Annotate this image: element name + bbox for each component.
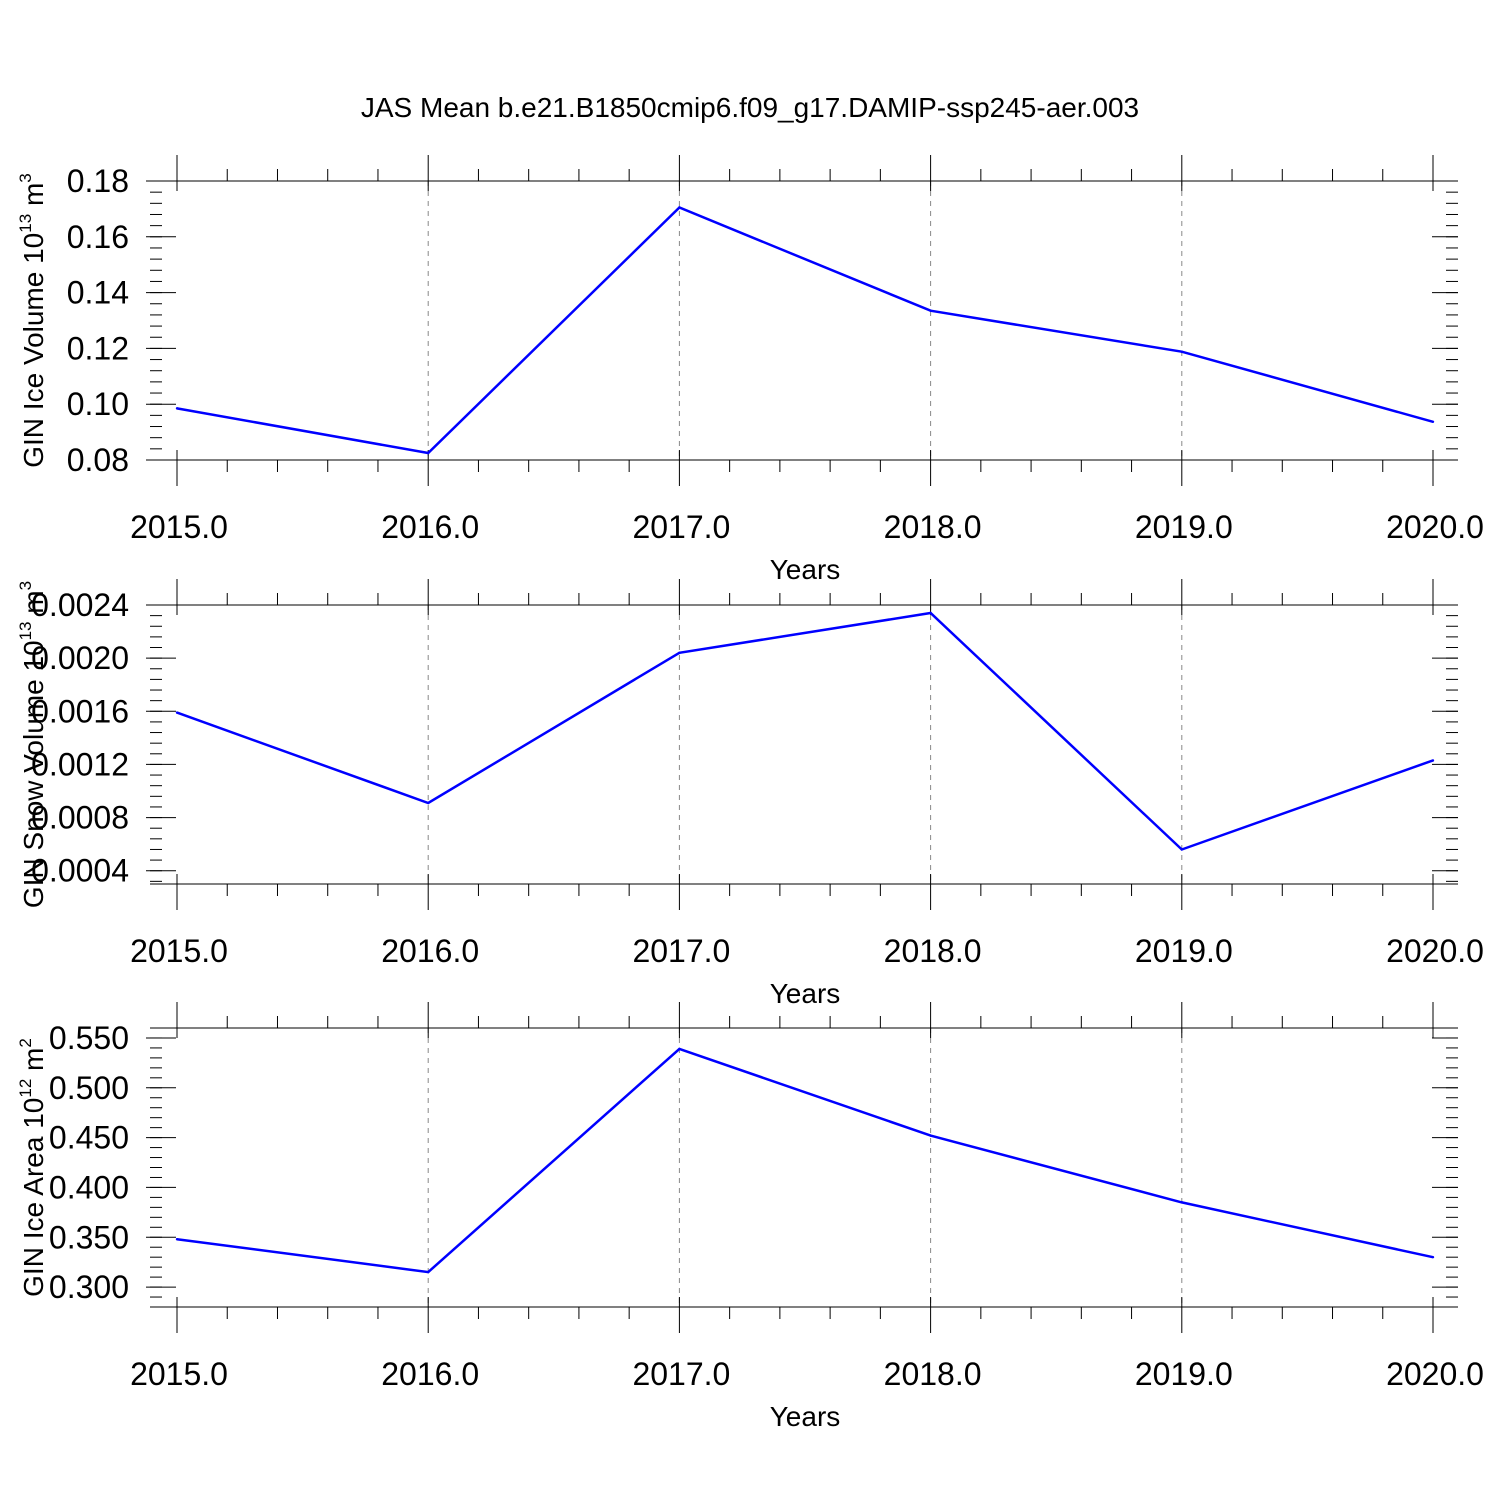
data-point (678, 651, 681, 655)
x-tick-label: 2015.0 (130, 1356, 228, 1392)
data-point (678, 1047, 681, 1051)
y-tick-label: 0.08 (67, 442, 129, 478)
y-tick-label: 0.350 (49, 1219, 129, 1255)
data-point (1431, 420, 1435, 423)
x-axis-label: Years (770, 978, 841, 1009)
data-point (427, 451, 430, 455)
chart-panel-3: 2015.0 2016.0 2017.0 2018.0 2019.0 2020.0 0.30… (16, 1002, 1484, 1432)
x-tick-label: 2016.0 (381, 1356, 479, 1392)
y-tick-label: 0.12 (67, 330, 129, 366)
data-point (929, 611, 932, 615)
y-axis-label: GIN Snow Volume 1013 m3 (16, 581, 49, 908)
y-axis-label-text: m (18, 183, 49, 214)
chart-panels: 2015.0 2016.0 2017.0 2018.0 2019.0 2020.0 0.08… (16, 155, 1484, 1432)
y-axis-label-exponent: 13 (16, 214, 35, 233)
data-point (175, 1238, 179, 1241)
x-tick-label: 2020.0 (1386, 509, 1484, 545)
y-axis-label: GIN Ice Volume 1013 m3 (16, 173, 49, 468)
data-point (1180, 848, 1184, 851)
data-point (1180, 350, 1184, 353)
x-tick-label: 2015.0 (130, 933, 228, 969)
y-tick-label: 0.0020 (31, 640, 129, 676)
y-axis-label-text: m (18, 1048, 49, 1079)
x-tick-label: 2015.0 (130, 509, 228, 545)
y-axis-label-exponent: 13 (16, 621, 35, 640)
y-tick-label: 0.400 (49, 1169, 129, 1205)
series-line (176, 611, 1434, 851)
y-axis-label: GIN Ice Area 1012 m2 (16, 1038, 49, 1297)
chart-title: JAS Mean b.e21.B1850cmip6.f09_g17.DAMIP-… (361, 92, 1139, 123)
y-tick-label: 0.16 (67, 219, 129, 255)
data-point (427, 801, 430, 805)
x-tick-label: 2016.0 (381, 509, 479, 545)
x-tick-label: 2019.0 (1135, 509, 1233, 545)
x-tick-label: 2018.0 (884, 1356, 982, 1392)
data-point (678, 206, 681, 209)
x-tick-label: 2019.0 (1135, 1356, 1233, 1392)
y-tick-label: 0.550 (49, 1020, 129, 1056)
x-tick-label: 2018.0 (884, 509, 982, 545)
y-axis-label-text: m (18, 590, 49, 621)
y-axis-label-exponent: 2 (16, 1038, 35, 1047)
y-tick-label: 0.18 (67, 163, 129, 199)
data-point (1180, 1201, 1184, 1204)
y-tick-label: 0.0012 (31, 746, 129, 782)
y-tick-label: 0.0016 (31, 693, 129, 729)
y-tick-label: 0.450 (49, 1120, 129, 1156)
y-tick-label: 0.0024 (31, 587, 129, 623)
y-axis-label-text: GIN Ice Area 10 (18, 1098, 49, 1297)
y-tick-label: 0.300 (49, 1269, 129, 1305)
x-tick-label: 2019.0 (1135, 933, 1233, 969)
data-point (427, 1270, 430, 1274)
series-line (176, 1047, 1434, 1274)
x-tick-label: 2016.0 (381, 933, 479, 969)
data-point (1431, 1255, 1435, 1259)
y-tick-label: 0.500 (49, 1070, 129, 1106)
data-point (175, 407, 179, 410)
x-tick-label: 2017.0 (632, 509, 730, 545)
x-axis-label: Years (770, 554, 841, 585)
data-point (929, 1134, 932, 1137)
y-axis-label-text: GIN Snow Volume 10 (18, 640, 49, 908)
chart-panel-2: 2015.0 2016.0 2017.0 2018.0 2019.0 2020.0 0.00… (16, 579, 1484, 1009)
y-tick-label: 0.14 (67, 275, 129, 311)
data-point (175, 711, 179, 714)
y-axis-label-exponent: 12 (16, 1079, 35, 1098)
x-tick-label: 2020.0 (1386, 1356, 1484, 1392)
data-point (1431, 759, 1435, 762)
y-tick-label: 0.0004 (31, 853, 129, 889)
x-axis-label: Years (770, 1401, 841, 1432)
y-axis-label-text: GIN Ice Volume 10 (18, 233, 49, 468)
y-tick-label: 0.0008 (31, 800, 129, 836)
y-axis-label-exponent: 3 (16, 581, 35, 590)
x-tick-label: 2020.0 (1386, 933, 1484, 969)
y-tick-label: 0.10 (67, 386, 129, 422)
series-line (176, 206, 1434, 455)
x-tick-label: 2017.0 (632, 933, 730, 969)
chart-panel-1: 2015.0 2016.0 2017.0 2018.0 2019.0 2020.0 0.08… (16, 155, 1484, 585)
data-point (929, 309, 932, 312)
x-tick-label: 2017.0 (632, 1356, 730, 1392)
x-tick-label: 2018.0 (884, 933, 982, 969)
y-axis-label-exponent: 3 (16, 173, 35, 182)
